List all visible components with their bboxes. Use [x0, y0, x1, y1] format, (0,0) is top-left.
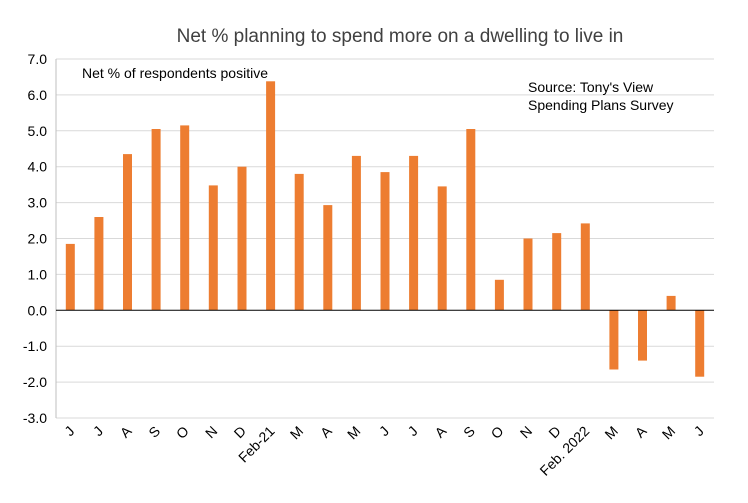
bar	[266, 81, 276, 311]
y-tick-label: -1.0	[23, 338, 47, 354]
bar	[580, 223, 590, 311]
bar	[237, 166, 247, 311]
x-tick-label: S	[145, 423, 163, 441]
bar	[609, 310, 619, 370]
x-tick-label: M	[659, 423, 679, 443]
x-tick-label: J	[61, 423, 77, 439]
x-tick-label: M	[601, 423, 621, 443]
source-line-1: Source: Tony's View	[528, 79, 654, 95]
x-tick-label: O	[173, 423, 192, 442]
x-tick-label: A	[431, 422, 449, 440]
x-tick-label: S	[460, 423, 478, 441]
bar	[323, 205, 333, 311]
y-tick-label: 6.0	[28, 87, 48, 103]
x-tick-label: N	[202, 423, 220, 441]
x-tick-label: A	[317, 422, 335, 440]
bar	[180, 125, 190, 311]
y-tick-label: -3.0	[23, 410, 47, 426]
series-label: Net % of respondents positive	[82, 65, 268, 81]
source-line-2: Spending Plans Survey	[528, 97, 674, 113]
x-tick-label: A	[117, 422, 135, 440]
x-tick-label: J	[90, 423, 106, 439]
x-tick-label: J	[404, 423, 420, 439]
bar	[437, 186, 447, 311]
bar	[123, 154, 132, 311]
y-tick-label: 4.0	[28, 159, 48, 175]
x-tick-label: Feb. 2022	[536, 423, 592, 479]
y-tick-label: 3.0	[28, 195, 48, 211]
bar	[552, 233, 562, 311]
bar	[65, 243, 75, 311]
y-tick-label: 1.0	[28, 266, 48, 282]
bar	[409, 155, 419, 311]
bar	[380, 172, 390, 311]
y-tick-label: 0.0	[28, 302, 48, 318]
bar	[466, 129, 476, 311]
bar	[94, 217, 104, 311]
bar	[695, 310, 705, 377]
bar	[523, 238, 533, 311]
bar	[151, 129, 161, 311]
y-tick-label: 5.0	[28, 123, 48, 139]
bars	[65, 81, 705, 377]
x-tick-label: O	[488, 423, 507, 442]
x-tick-label: A	[632, 422, 650, 440]
bar	[638, 310, 647, 361]
bar	[666, 295, 676, 311]
y-tick-label: 7.0	[28, 51, 48, 67]
x-tick-label: M	[344, 423, 364, 443]
bar	[494, 279, 504, 311]
x-tick-label: D	[545, 423, 563, 441]
bar	[351, 155, 361, 311]
bar	[208, 185, 218, 311]
bar	[294, 173, 304, 311]
y-tick-label: -2.0	[23, 374, 47, 390]
x-tick-label: D	[231, 423, 249, 441]
x-tick-label: J	[691, 423, 707, 439]
x-tick-label: N	[517, 423, 535, 441]
x-tick-label: M	[287, 423, 307, 443]
chart-title: Net % planning to spend more on a dwelli…	[177, 26, 624, 47]
y-tick-label: 2.0	[28, 231, 48, 247]
x-tick-label: J	[376, 423, 392, 439]
